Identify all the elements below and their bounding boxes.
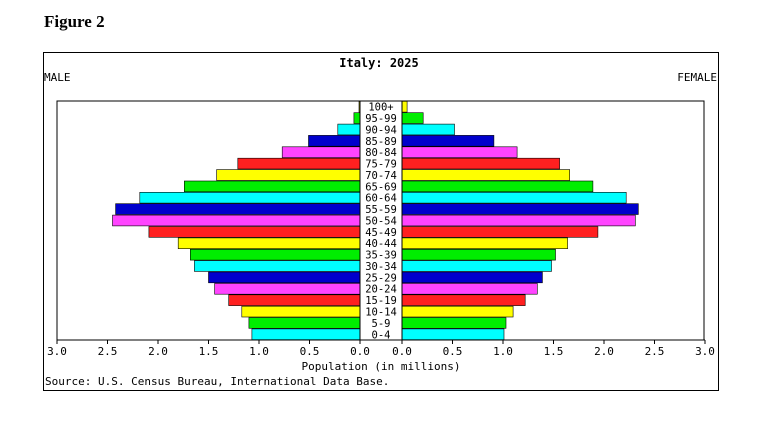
male-x-tick-label: 3.0 <box>47 345 67 358</box>
age-group-label: 15-19 <box>365 295 397 307</box>
female-x-tick-label: 0.5 <box>443 345 463 358</box>
male-bar-45-49 <box>148 226 361 238</box>
age-group-label: 25-29 <box>365 272 397 284</box>
female-bar-85-89 <box>401 135 495 147</box>
male-x-tick-label: 0.0 <box>350 345 370 358</box>
female-bar-30-34 <box>401 260 552 272</box>
age-group-label: 20-24 <box>365 284 397 296</box>
female-bar-95-99 <box>401 112 424 124</box>
age-group-label: 35-39 <box>365 250 397 262</box>
male-x-tick-label: 1.0 <box>249 345 269 358</box>
female-bar-45-49 <box>401 226 599 238</box>
age-group-label: 65-69 <box>365 181 397 193</box>
chart-frame <box>43 52 719 391</box>
male-bar-25-29 <box>208 271 361 284</box>
male-bar-5-9 <box>248 317 361 329</box>
female-bar-40-44 <box>401 237 568 249</box>
male-bar-60-64 <box>139 192 361 204</box>
female-bar-10-14 <box>401 305 514 318</box>
male-bar-20-24 <box>214 283 361 295</box>
female-bar-0-4 <box>401 328 505 340</box>
female-bar-80-84 <box>401 146 518 158</box>
male-x-tick-label: 0.5 <box>300 345 320 358</box>
male-bar-55-59 <box>115 203 361 215</box>
male-x-tick-label: 1.5 <box>199 345 219 358</box>
female-bar-90-94 <box>401 123 455 136</box>
male-x-tick-label: 2.5 <box>98 345 118 358</box>
male-bar-65-69 <box>184 180 361 193</box>
female-x-tick-label: 0.0 <box>392 345 412 358</box>
male-bar-85-89 <box>308 135 361 147</box>
male-label: MALE <box>44 71 71 84</box>
male-bar-0-4 <box>251 328 361 340</box>
female-bar-65-69 <box>401 180 594 193</box>
age-group-label: 60-64 <box>365 193 397 205</box>
chart-title: Italy: 2025 <box>339 56 418 70</box>
age-group-label: 0-4 <box>372 329 391 341</box>
x-axis-label: Population (in millions) <box>302 360 461 373</box>
male-bar-95-99 <box>353 112 361 124</box>
female-bar-55-59 <box>401 203 639 215</box>
female-x-tick-label: 1.0 <box>493 345 513 358</box>
male-x-tick-label: 2.0 <box>148 345 168 358</box>
age-group-label: 80-84 <box>365 147 397 159</box>
age-group-label: 30-34 <box>365 261 397 273</box>
age-group-label: 5-9 <box>372 318 391 330</box>
male-bar-50-54 <box>112 214 361 227</box>
female-bar-100+ <box>401 101 408 113</box>
male-bar-90-94 <box>337 123 361 136</box>
male-bar-80-84 <box>281 146 361 158</box>
male-bar-70-74 <box>216 169 361 181</box>
age-group-label: 50-54 <box>365 215 397 227</box>
female-bar-75-79 <box>401 157 560 170</box>
male-bar-10-14 <box>241 305 361 318</box>
female-label: FEMALE <box>677 71 717 84</box>
age-group-label: 95-99 <box>365 113 397 125</box>
female-x-tick-label: 3.0 <box>695 345 715 358</box>
female-x-tick-label: 2.0 <box>594 345 614 358</box>
female-bar-35-39 <box>401 249 556 261</box>
age-group-label: 70-74 <box>365 170 397 182</box>
age-group-label: 100+ <box>368 102 393 114</box>
age-group-label: 90-94 <box>365 124 397 136</box>
female-bar-60-64 <box>401 192 627 204</box>
plot-area <box>56 100 705 341</box>
female-x-tick-label: 1.5 <box>544 345 564 358</box>
age-group-label: 45-49 <box>365 227 397 239</box>
female-bar-70-74 <box>401 169 570 181</box>
male-bar-35-39 <box>190 249 361 261</box>
figure-label: Figure 2 <box>44 12 105 31</box>
female-bar-5-9 <box>401 317 507 329</box>
age-group-label: 75-79 <box>365 159 397 171</box>
female-bar-25-29 <box>401 271 543 284</box>
male-bar-75-79 <box>237 157 361 170</box>
male-bar-40-44 <box>177 237 361 249</box>
age-group-label: 55-59 <box>365 204 397 216</box>
female-bar-20-24 <box>401 283 538 295</box>
age-group-label: 85-89 <box>365 136 397 148</box>
age-group-label: 10-14 <box>365 307 397 319</box>
female-x-tick-label: 2.5 <box>645 345 665 358</box>
male-bar-30-34 <box>194 260 361 272</box>
source-note: Source: U.S. Census Bureau, Internationa… <box>45 375 389 388</box>
female-bar-15-19 <box>401 294 526 306</box>
male-bar-15-19 <box>228 294 361 306</box>
female-bar-50-54 <box>401 214 636 227</box>
age-group-label: 40-44 <box>365 238 397 250</box>
